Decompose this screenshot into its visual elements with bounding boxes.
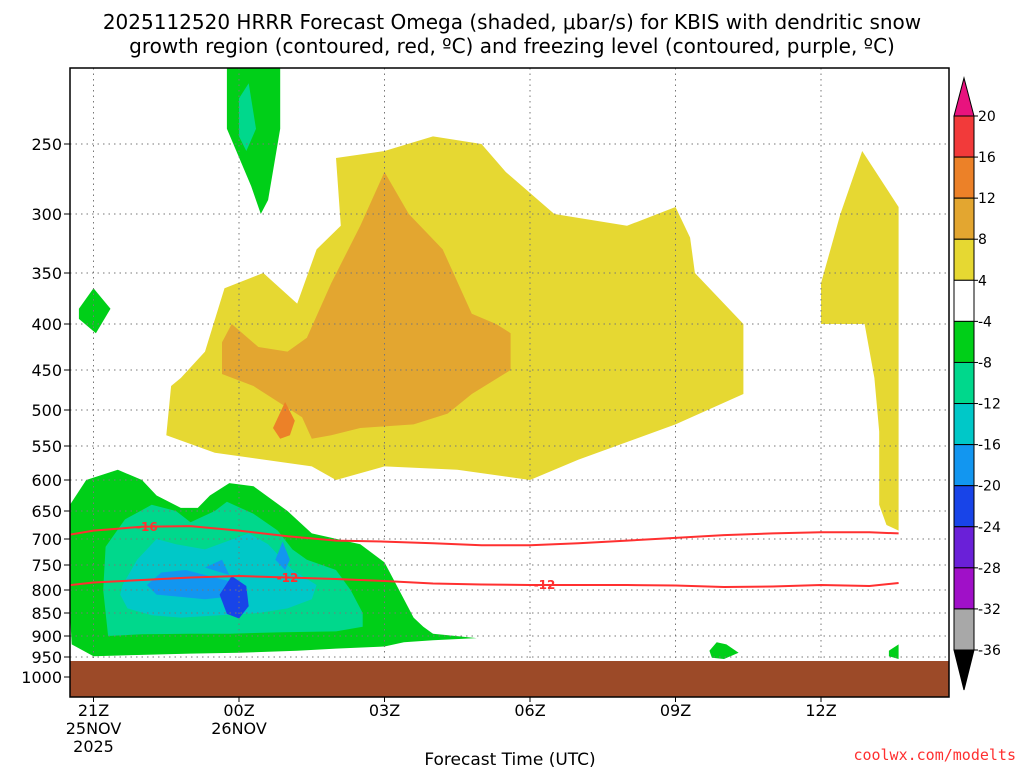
omega-region-1 [78,288,111,334]
contour-label-extra-0: -12 [534,578,556,592]
y-tick-label-550: 550 [31,437,62,456]
colorbar-bin--8-to--4 [953,320,975,363]
x-tick-label-00Z: 00Z [223,701,254,720]
contour-label--16: -16 [136,520,158,534]
x-tick-label-09Z: 09Z [660,701,691,720]
ground-surface [70,661,949,697]
colorbar-label--12: -12 [978,397,1001,413]
colorbar-label-12: 12 [978,191,996,207]
y-tick-label-700: 700 [31,530,62,549]
y-tick-label-1000: 1000 [21,668,62,687]
colorbar-bin--32-to--28 [953,567,975,610]
colorbar-bin-12-to-16 [953,156,975,199]
colorbar-legend: 20 16 12 8 4 -4 -8 -12 -16 -20 -24 -28 -32 -36 [953,76,1001,691]
colorbar-bin--16-to--12 [953,403,975,446]
colorbar-bottom-arrow [953,649,975,691]
temperature-contours: -16 -12 -12 [70,520,899,592]
contour-line--12 [70,574,899,589]
colorbar-label--28: -28 [978,561,1001,577]
y-tick-label-600: 600 [31,471,62,490]
x-tick-label-2025: 2025 [73,737,114,756]
x-tick-label-12Z: 12Z [805,701,836,720]
colorbar-bin--36-to--32 [953,608,975,651]
omega-region-13 [219,576,249,619]
y-tick-label-650: 650 [31,502,62,521]
contour-line--16 [70,525,899,547]
colorbar-label--32: -32 [978,602,1001,618]
omega-region-5 [222,172,511,439]
omega-shaded-regions [70,68,899,659]
colorbar-bin-16-to-20 [953,115,975,158]
plot-area: -16 -12 -12 [69,67,950,698]
y-tick-label-350: 350 [31,264,62,283]
chart-title-line-2: growth region (contoured, red, ºC) and f… [129,34,895,58]
x-tick-label-03Z: 03Z [369,701,400,720]
colorbar-label-20: 20 [978,109,996,125]
omega-region-2 [239,83,256,151]
colorbar-bin--28-to--24 [953,526,975,569]
omega-region-15 [888,644,899,659]
colorbar-label-8: 8 [978,232,987,248]
y-tick-label-500: 500 [31,401,62,420]
ground-surface-fill [70,661,949,697]
x-axis-label: Forecast Time (UTC) [424,750,595,768]
plot-frame [69,67,950,698]
colorbar-bin-8-to-12 [953,197,975,240]
omega-region-4 [821,151,899,531]
colorbar-label--4: -4 [978,314,992,330]
omega-region-12 [205,559,230,575]
omega-region-11 [275,541,290,570]
y-tick-label-950: 950 [31,648,62,667]
y-tick-label-450: 450 [31,361,62,380]
colorbar-bin--20-to--16 [953,444,975,487]
colorbar-bin-4-to-8 [953,238,975,281]
y-tick-label-800: 800 [31,581,62,600]
colorbar-label-16: 16 [978,150,996,166]
y-tick-label-850: 850 [31,604,62,623]
x-tick-label-25NOV: 25NOV [66,719,122,738]
x-tick-label-06Z: 06Z [514,701,545,720]
contour-label--12: -12 [277,571,299,585]
y-tick-label-900: 900 [31,627,62,646]
credit-text: coolwx.com/modelts [853,746,1016,764]
omega-region-14 [709,642,739,659]
colorbar-bin--24-to--20 [953,485,975,528]
colorbar-label--20: -20 [978,479,1001,495]
colorbar-label--36: -36 [978,643,1001,659]
x-tick-label-26NOV: 26NOV [211,719,267,738]
colorbar-bin--4-to-4 [953,279,975,322]
colorbar-label--24: -24 [978,520,1001,536]
omega-region-9 [120,533,317,618]
colorbar-bin--12-to--8 [953,361,975,405]
chart-title-line-1: 2025112520 HRRR Forecast Omega (shaded, … [103,10,921,34]
y-tick-label-750: 750 [31,556,62,575]
y-tick-label-300: 300 [31,205,62,224]
colorbar-label--8: -8 [978,355,992,371]
y-tick-label-250: 250 [31,135,62,154]
colorbar-label-4: 4 [978,273,987,289]
omega-region-6 [273,402,295,439]
y-tick-label-400: 400 [31,315,62,334]
x-tick-label-21Z: 21Z [78,701,109,720]
y-axis: 250 300 350 400 450 500 550 600 650 700 750 800 850 9… [21,135,70,687]
colorbar-label--16: -16 [978,438,1001,454]
